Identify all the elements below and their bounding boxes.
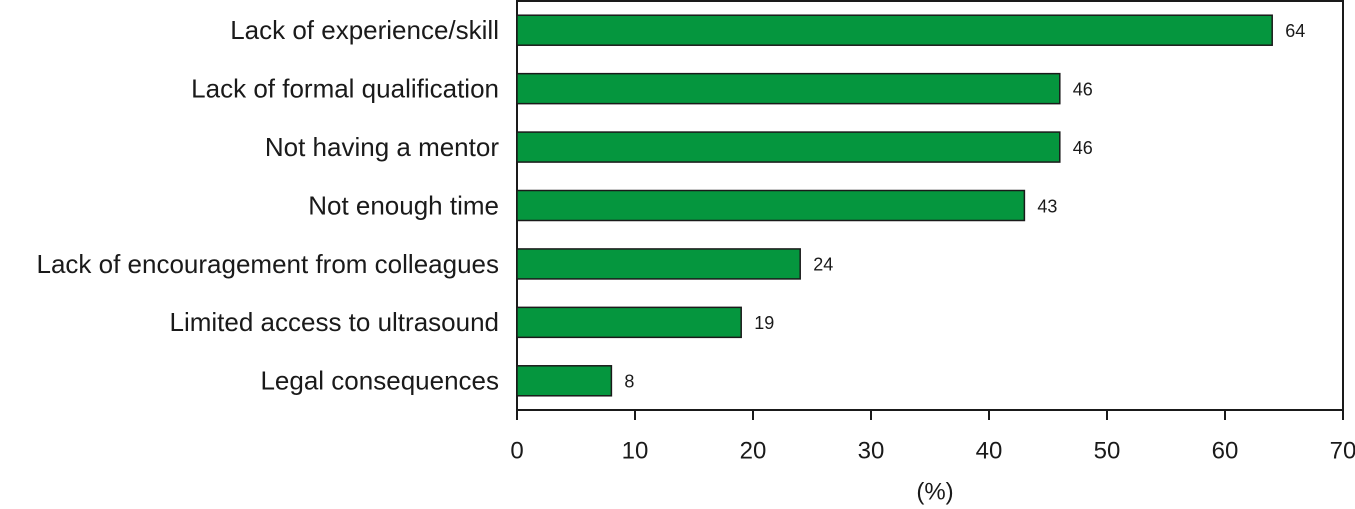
x-tick-label: 0 <box>510 437 523 464</box>
category-label: Not having a mentor <box>265 132 499 162</box>
x-tick-label: 30 <box>858 437 885 464</box>
category-label: Not enough time <box>308 190 499 220</box>
category-label: Lack of experience/skill <box>230 15 499 45</box>
value-label: 43 <box>1037 196 1057 216</box>
value-label: 24 <box>813 255 833 275</box>
x-tick-label: 40 <box>976 437 1003 464</box>
category-label: Lack of encouragement from colleagues <box>37 249 500 279</box>
bar <box>516 131 1061 163</box>
category-label: Limited access to ultrasound <box>169 307 499 337</box>
bar <box>516 248 801 280</box>
bar <box>516 72 1061 105</box>
category-label: Legal consequences <box>260 366 499 396</box>
bar <box>516 306 742 339</box>
x-tick-label: 10 <box>622 437 649 464</box>
category-label: Lack of formal qualification <box>191 74 499 104</box>
x-tick-label: 60 <box>1212 437 1239 464</box>
x-axis-title: (%) <box>916 478 953 505</box>
value-label: 8 <box>624 372 634 392</box>
bar <box>516 189 1026 222</box>
value-label: 64 <box>1285 21 1305 41</box>
bar <box>516 14 1273 46</box>
x-tick-label: 20 <box>740 437 767 464</box>
x-tick-label: 50 <box>1094 437 1121 464</box>
bar <box>516 365 613 397</box>
x-tick-label: 70 <box>1330 437 1355 464</box>
value-label: 46 <box>1073 79 1093 99</box>
value-label: 19 <box>754 313 774 333</box>
value-label: 46 <box>1073 138 1093 158</box>
